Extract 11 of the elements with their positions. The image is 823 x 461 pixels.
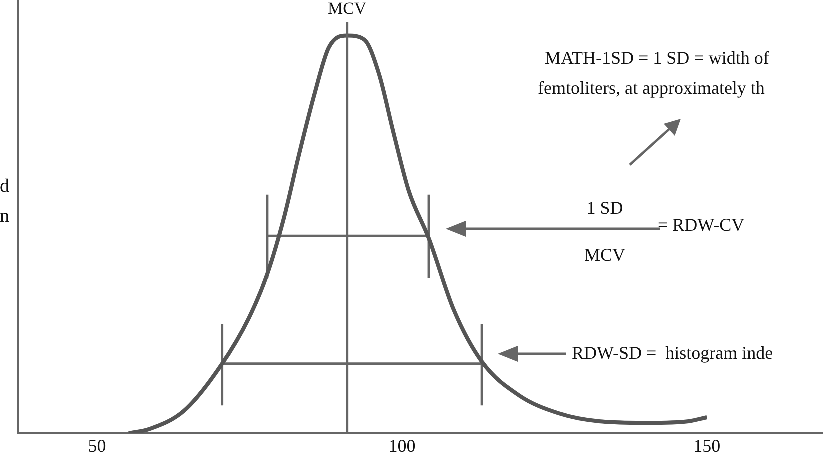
annotation: RDW-SD = histogram inde [572, 343, 774, 364]
x-tick-label: 50 [88, 436, 106, 456]
y-axis-title: d n [0, 175, 10, 229]
annotation: = RDW-CV [658, 215, 745, 236]
annotation: femtoliters, at approximately th [538, 78, 765, 99]
ref-line-label: MCV [328, 0, 368, 18]
annotation: MATH-1SD = 1 SD = width of [545, 48, 770, 69]
x-tick-label: 100 [388, 436, 416, 456]
annotation: 1 SD [586, 198, 624, 219]
x-tick-label: 150 [694, 436, 721, 456]
annotation: MCV [584, 245, 626, 266]
